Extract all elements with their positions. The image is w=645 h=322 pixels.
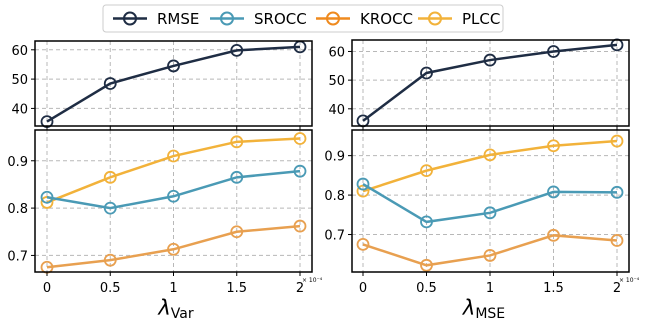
legend-entry-krocc: KROCC bbox=[316, 10, 413, 28]
data-point bbox=[547, 185, 560, 199]
legend-label: PLCC bbox=[462, 10, 500, 28]
data-point bbox=[167, 242, 180, 256]
y-tick-label: 0.9 bbox=[324, 150, 345, 165]
data-point bbox=[167, 59, 180, 73]
data-point bbox=[230, 170, 244, 184]
data-point bbox=[547, 139, 560, 153]
x-tick-label: 0 bbox=[43, 281, 51, 296]
data-point bbox=[356, 237, 370, 251]
legend-marker bbox=[326, 11, 340, 26]
series-line bbox=[362, 182, 618, 224]
y-tick-label: 0.9 bbox=[7, 155, 28, 170]
series-line bbox=[362, 43, 618, 122]
series-line bbox=[46, 224, 301, 269]
subplot-left-bottom: 0.7 0.8 0.9 bbox=[7, 129, 313, 276]
series-line bbox=[46, 45, 301, 123]
y-tick-label: 40 bbox=[11, 102, 28, 117]
series-line bbox=[46, 137, 301, 204]
data-point bbox=[547, 228, 560, 242]
data-point bbox=[293, 132, 307, 145]
legend-entry-srocc: SROCC bbox=[210, 10, 307, 28]
x-multiplier: × 10⁻⁴ bbox=[302, 277, 323, 284]
data-point bbox=[293, 219, 307, 233]
data-point bbox=[40, 196, 54, 209]
data-point bbox=[230, 225, 244, 239]
data-point bbox=[610, 185, 624, 199]
x-tick-label: 0.5 bbox=[100, 281, 121, 296]
subplot-left-top: 40 50 60 bbox=[11, 40, 313, 130]
data-point bbox=[356, 177, 370, 191]
legend-label: KROCC bbox=[360, 10, 413, 28]
data-point bbox=[230, 135, 244, 149]
grid bbox=[35, 41, 312, 126]
x-tick-label: 1 bbox=[169, 281, 177, 296]
data-point bbox=[293, 164, 307, 178]
data-point bbox=[610, 134, 624, 148]
data-point bbox=[103, 77, 117, 90]
x-tick-label: 1 bbox=[486, 281, 494, 296]
data-point bbox=[420, 66, 433, 80]
x-axis-label: λMSE bbox=[462, 296, 505, 322]
data-point bbox=[40, 190, 54, 204]
data-point bbox=[420, 258, 433, 272]
data-point bbox=[230, 43, 244, 57]
series-srocc bbox=[356, 177, 624, 229]
legend-marker bbox=[428, 11, 442, 26]
y-tick-label: 60 bbox=[11, 44, 28, 59]
legend-frame bbox=[102, 4, 504, 33]
series-line bbox=[362, 234, 618, 267]
panel-right: 40 50 60 0.7 0.8 0.9 0 0.5 1 1.5 2× 10⁻⁴ λMSE bbox=[324, 38, 640, 322]
data-point bbox=[483, 53, 497, 67]
series-line bbox=[46, 169, 301, 210]
y-tick-label: 40 bbox=[328, 103, 345, 118]
data-point bbox=[547, 45, 560, 58]
data-point bbox=[103, 201, 117, 215]
series-srocc bbox=[40, 164, 307, 215]
x-tick-label: 2 bbox=[613, 281, 621, 296]
series-plcc bbox=[356, 134, 624, 198]
data-point bbox=[483, 206, 497, 220]
data-point bbox=[103, 170, 117, 184]
y-tick-label: 50 bbox=[328, 74, 345, 89]
panel-left: 40 50 60 0.7 0.8 0.9 0 0.5 1 1.5 2× 10⁻⁴ λVar bbox=[7, 40, 323, 322]
grid bbox=[352, 40, 629, 126]
legend-entry-plcc: PLCC bbox=[418, 10, 500, 28]
legend-label: RMSE bbox=[157, 10, 199, 28]
data-point bbox=[610, 234, 624, 247]
x-tick-label: 0 bbox=[359, 281, 367, 296]
x-tick-label: 1.5 bbox=[226, 281, 247, 296]
data-point bbox=[483, 148, 497, 162]
y-tick-label: 60 bbox=[328, 45, 345, 60]
x-tick-label: 1.5 bbox=[543, 281, 564, 296]
x-tick-label: 2 bbox=[296, 281, 304, 296]
data-point bbox=[483, 249, 497, 262]
legend-label: SROCC bbox=[254, 10, 307, 28]
legend: RMSE SROCC KROCC PLCC bbox=[102, 4, 504, 33]
subplot-right-top: 40 50 60 bbox=[328, 38, 630, 130]
legend-marker bbox=[220, 11, 234, 26]
data-point bbox=[103, 253, 117, 267]
data-point bbox=[420, 215, 433, 229]
y-tick-label: 0.8 bbox=[324, 189, 345, 204]
subplot-right-bottom: 0.7 0.8 0.9 bbox=[324, 129, 630, 276]
data-point bbox=[167, 149, 180, 163]
x-axis-label: λVar bbox=[157, 296, 194, 322]
data-point bbox=[167, 189, 180, 203]
legend-marker bbox=[123, 11, 137, 26]
series-krocc bbox=[356, 228, 624, 272]
y-tick-label: 0.7 bbox=[7, 249, 28, 264]
x-tick-label: 0.5 bbox=[416, 281, 437, 296]
y-tick-label: 0.8 bbox=[7, 202, 28, 217]
series-plcc bbox=[40, 132, 307, 209]
data-point bbox=[420, 164, 433, 178]
y-tick-label: 0.7 bbox=[324, 229, 345, 244]
legend-entry-rmse: RMSE bbox=[113, 10, 199, 28]
y-tick-label: 50 bbox=[11, 73, 28, 88]
x-multiplier: × 10⁻⁴ bbox=[619, 277, 640, 284]
series-line bbox=[362, 139, 618, 193]
data-point bbox=[356, 184, 370, 198]
